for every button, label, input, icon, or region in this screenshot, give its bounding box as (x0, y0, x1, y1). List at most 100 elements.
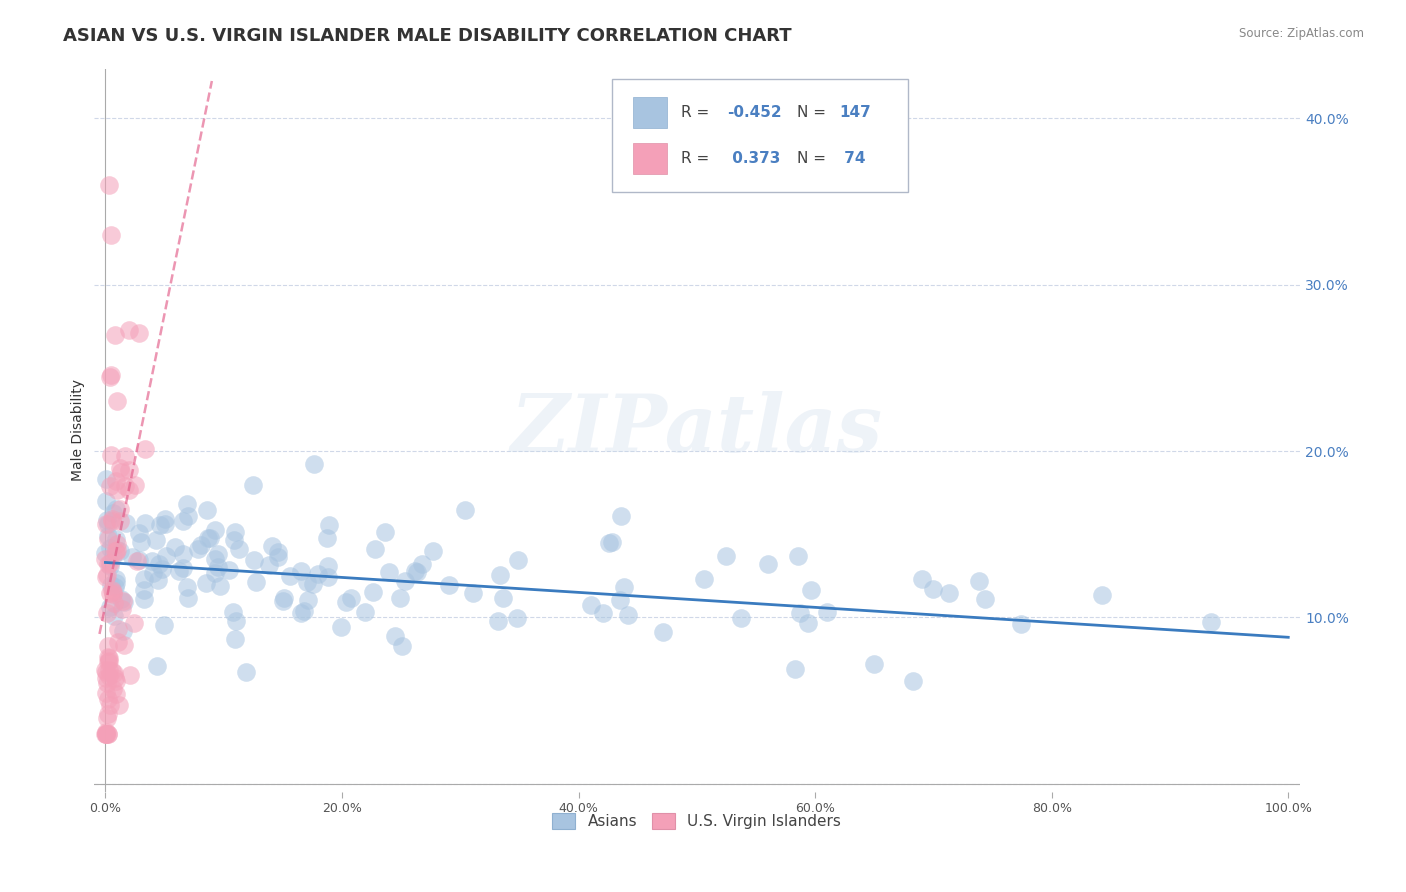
Point (730, 611, 752, 625)
Point (117, 483, 139, 497)
Point (364, 541, 387, 556)
Point (98, 479, 121, 493)
Point (155, 549, 177, 564)
Point (94, 725, 117, 739)
Point (176, 497, 198, 511)
Legend: Asians, U.S. Virgin Islanders: Asians, U.S. Virgin Islanders (546, 806, 848, 835)
Point (107, 622, 129, 636)
Point (94, 570, 117, 584)
Point (225, 614, 247, 628)
Point (354, 605, 377, 619)
Point (101, 514, 124, 528)
Point (488, 567, 510, 582)
Point (128, 553, 150, 567)
Point (103, 587, 125, 601)
Point (461, 586, 484, 600)
Point (155, 517, 177, 532)
Point (245, 574, 267, 589)
Point (97, 669, 120, 683)
Point (97, 532, 120, 546)
Point (101, 682, 124, 697)
Point (176, 581, 198, 595)
Point (150, 562, 173, 576)
Point (97, 727, 120, 741)
Point (128, 326, 150, 341)
Point (290, 606, 312, 620)
Point (96, 676, 118, 690)
Text: N =: N = (797, 151, 831, 166)
Point (204, 523, 226, 537)
Point (377, 565, 399, 579)
Point (153, 512, 176, 526)
Point (112, 595, 135, 609)
Point (901, 673, 924, 688)
Point (167, 564, 190, 578)
Point (101, 582, 124, 597)
Point (97, 640, 120, 654)
Point (384, 629, 406, 643)
Point (94, 546, 117, 560)
Point (97, 517, 120, 532)
Point (98, 556, 121, 570)
Point (391, 640, 413, 654)
Point (100, 368, 122, 383)
Point (122, 616, 145, 631)
Point (129, 535, 152, 549)
Point (97, 655, 120, 669)
Point (105, 394, 128, 409)
Point (224, 524, 246, 539)
Point (411, 557, 433, 571)
Point (108, 698, 131, 713)
Point (108, 501, 131, 516)
Point (613, 580, 636, 594)
Text: 74: 74 (839, 151, 866, 166)
Point (363, 584, 385, 599)
Point (98, 558, 121, 573)
Point (107, 635, 129, 649)
Point (340, 591, 363, 606)
Point (187, 542, 209, 557)
Point (404, 564, 426, 578)
Point (101, 549, 124, 564)
Point (148, 557, 170, 571)
Text: -0.452: -0.452 (727, 105, 782, 120)
FancyBboxPatch shape (613, 79, 908, 192)
Point (598, 535, 620, 549)
Point (454, 503, 477, 517)
Point (104, 671, 127, 685)
Point (111, 593, 134, 607)
Point (114, 449, 136, 463)
Point (815, 606, 838, 620)
Point (172, 547, 194, 561)
Point (194, 576, 217, 591)
Point (911, 573, 934, 587)
Point (105, 483, 128, 497)
Point (714, 549, 737, 563)
Point (94, 552, 117, 566)
Point (94, 727, 117, 741)
Point (101, 664, 124, 678)
Point (98, 541, 121, 555)
Point (96, 517, 118, 532)
Point (128, 526, 150, 541)
Point (197, 531, 219, 545)
Point (94, 686, 117, 700)
Point (100, 577, 122, 591)
Y-axis label: Male Disability: Male Disability (72, 379, 86, 482)
Point (222, 605, 245, 619)
Point (148, 573, 170, 587)
Point (104, 502, 127, 516)
Point (105, 536, 128, 550)
Point (98, 586, 121, 600)
Bar (633, 143, 666, 174)
Point (108, 460, 131, 475)
Point (97, 558, 120, 572)
Point (260, 539, 283, 553)
Point (110, 592, 132, 607)
Text: ASIAN VS U.S. VIRGIN ISLANDER MALE DISABILITY CORRELATION CHART: ASIAN VS U.S. VIRGIN ISLANDER MALE DISAB… (63, 27, 792, 45)
Point (141, 554, 163, 568)
Point (783, 662, 806, 676)
Point (105, 572, 128, 586)
Point (134, 516, 156, 530)
Point (863, 657, 886, 672)
